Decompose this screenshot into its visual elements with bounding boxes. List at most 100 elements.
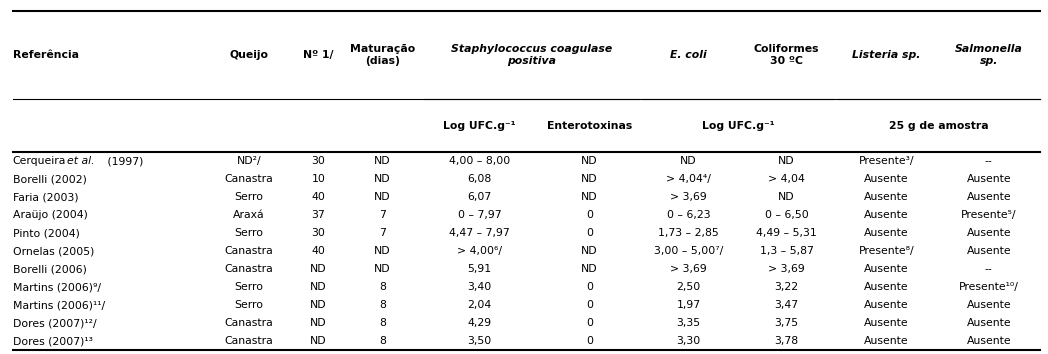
Text: Ausente: Ausente bbox=[966, 246, 1011, 256]
Text: ND: ND bbox=[374, 156, 391, 166]
Text: ND: ND bbox=[582, 246, 597, 256]
Text: 30: 30 bbox=[311, 228, 326, 238]
Text: Cerqueira: Cerqueira bbox=[13, 156, 66, 166]
Text: Ausente: Ausente bbox=[966, 336, 1011, 347]
Text: Presente⁵/: Presente⁵/ bbox=[961, 210, 1017, 220]
Text: E. coli: E. coli bbox=[670, 50, 707, 60]
Text: ND: ND bbox=[310, 264, 327, 274]
Text: 6,08: 6,08 bbox=[467, 174, 492, 184]
Text: Queijo: Queijo bbox=[230, 50, 268, 60]
Text: Dores (2007)¹²/: Dores (2007)¹²/ bbox=[13, 319, 96, 329]
Text: Canastra: Canastra bbox=[224, 336, 274, 347]
Text: 7: 7 bbox=[379, 210, 386, 220]
Text: Ornelas (2005): Ornelas (2005) bbox=[13, 246, 94, 256]
Text: 8: 8 bbox=[379, 282, 386, 292]
Text: Martins (2006)⁹/: Martins (2006)⁹/ bbox=[13, 282, 101, 292]
Text: Nº 1/: Nº 1/ bbox=[303, 50, 334, 60]
Text: 1,73 – 2,85: 1,73 – 2,85 bbox=[658, 228, 719, 238]
Text: Maturação
(dias): Maturação (dias) bbox=[350, 44, 415, 66]
Text: Ausente: Ausente bbox=[865, 210, 909, 220]
Text: Ausente: Ausente bbox=[865, 192, 909, 202]
Text: ND: ND bbox=[582, 174, 597, 184]
Text: 0: 0 bbox=[586, 282, 593, 292]
Text: Canastra: Canastra bbox=[224, 264, 274, 274]
Text: Ausente: Ausente bbox=[865, 336, 909, 347]
Text: Faria (2003): Faria (2003) bbox=[13, 192, 79, 202]
Text: 8: 8 bbox=[379, 319, 386, 329]
Text: ND: ND bbox=[310, 301, 327, 310]
Text: > 4,04⁴/: > 4,04⁴/ bbox=[667, 174, 711, 184]
Text: > 3,69: > 3,69 bbox=[670, 264, 707, 274]
Text: ND: ND bbox=[310, 282, 327, 292]
Text: 3,47: 3,47 bbox=[774, 301, 799, 310]
Text: 25 g de amostra: 25 g de amostra bbox=[889, 121, 989, 131]
Text: 3,30: 3,30 bbox=[676, 336, 701, 347]
Text: 37: 37 bbox=[311, 210, 326, 220]
Text: 0: 0 bbox=[586, 319, 593, 329]
Text: Referência: Referência bbox=[13, 50, 79, 60]
Text: ND: ND bbox=[582, 156, 597, 166]
Text: Ausente: Ausente bbox=[966, 228, 1011, 238]
Text: 3,22: 3,22 bbox=[774, 282, 799, 292]
Text: 3,00 – 5,00⁷/: 3,00 – 5,00⁷/ bbox=[654, 246, 723, 256]
Text: 2,04: 2,04 bbox=[467, 301, 492, 310]
Text: 3,50: 3,50 bbox=[467, 336, 492, 347]
Text: Araüjo (2004): Araüjo (2004) bbox=[13, 210, 87, 220]
Text: ND: ND bbox=[582, 192, 597, 202]
Text: 4,29: 4,29 bbox=[467, 319, 492, 329]
Text: Staphylococcus coagulase
positiva: Staphylococcus coagulase positiva bbox=[452, 44, 612, 66]
Text: > 4,00⁶/: > 4,00⁶/ bbox=[457, 246, 502, 256]
Text: Canastra: Canastra bbox=[224, 246, 274, 256]
Text: 8: 8 bbox=[379, 336, 386, 347]
Text: 3,78: 3,78 bbox=[774, 336, 799, 347]
Text: Serro: Serro bbox=[235, 192, 263, 202]
Text: --: -- bbox=[985, 156, 992, 166]
Text: 0: 0 bbox=[586, 210, 593, 220]
Text: Martins (2006)¹¹/: Martins (2006)¹¹/ bbox=[13, 301, 105, 310]
Text: Serro: Serro bbox=[235, 301, 263, 310]
Text: 0 – 6,23: 0 – 6,23 bbox=[667, 210, 711, 220]
Text: Serro: Serro bbox=[235, 282, 263, 292]
Text: Araxá: Araxá bbox=[233, 210, 265, 220]
Text: ND: ND bbox=[374, 174, 391, 184]
Text: > 4,04: > 4,04 bbox=[768, 174, 805, 184]
Text: 1,3 – 5,87: 1,3 – 5,87 bbox=[760, 246, 813, 256]
Text: ND: ND bbox=[680, 156, 697, 166]
Text: 4,49 – 5,31: 4,49 – 5,31 bbox=[757, 228, 816, 238]
Text: Ausente: Ausente bbox=[865, 301, 909, 310]
Text: Log UFC.g⁻¹: Log UFC.g⁻¹ bbox=[443, 121, 516, 131]
Text: Salmonella
sp.: Salmonella sp. bbox=[955, 44, 1023, 66]
Text: 0 – 7,97: 0 – 7,97 bbox=[458, 210, 501, 220]
Text: 10: 10 bbox=[311, 174, 326, 184]
Text: Serro: Serro bbox=[235, 228, 263, 238]
Text: Presente³/: Presente³/ bbox=[859, 156, 914, 166]
Text: Ausente: Ausente bbox=[966, 174, 1011, 184]
Text: Ausente: Ausente bbox=[966, 192, 1011, 202]
Text: 5,91: 5,91 bbox=[467, 264, 492, 274]
Text: 1,97: 1,97 bbox=[676, 301, 701, 310]
Text: Log UFC.g⁻¹: Log UFC.g⁻¹ bbox=[702, 121, 774, 131]
Text: 0 – 6,50: 0 – 6,50 bbox=[765, 210, 808, 220]
Text: 8: 8 bbox=[379, 301, 386, 310]
Text: ND: ND bbox=[310, 336, 327, 347]
Text: Ausente: Ausente bbox=[865, 264, 909, 274]
Text: 7: 7 bbox=[379, 228, 386, 238]
Text: Presente⁸/: Presente⁸/ bbox=[858, 246, 915, 256]
Text: 6,07: 6,07 bbox=[467, 192, 492, 202]
Text: > 3,69: > 3,69 bbox=[768, 264, 805, 274]
Text: ND²/: ND²/ bbox=[237, 156, 261, 166]
Text: Ausente: Ausente bbox=[966, 319, 1011, 329]
Text: Presente¹⁰/: Presente¹⁰/ bbox=[959, 282, 1019, 292]
Text: 4,00 – 8,00: 4,00 – 8,00 bbox=[449, 156, 510, 166]
Text: Ausente: Ausente bbox=[865, 228, 909, 238]
Text: Canastra: Canastra bbox=[224, 319, 274, 329]
Text: 0: 0 bbox=[586, 301, 593, 310]
Text: Pinto (2004): Pinto (2004) bbox=[13, 228, 80, 238]
Text: ND: ND bbox=[779, 192, 794, 202]
Text: ND: ND bbox=[374, 246, 391, 256]
Text: et al.: et al. bbox=[67, 156, 95, 166]
Text: > 3,69: > 3,69 bbox=[670, 192, 707, 202]
Text: Ausente: Ausente bbox=[865, 319, 909, 329]
Text: 2,50: 2,50 bbox=[676, 282, 701, 292]
Text: Borelli (2002): Borelli (2002) bbox=[13, 174, 86, 184]
